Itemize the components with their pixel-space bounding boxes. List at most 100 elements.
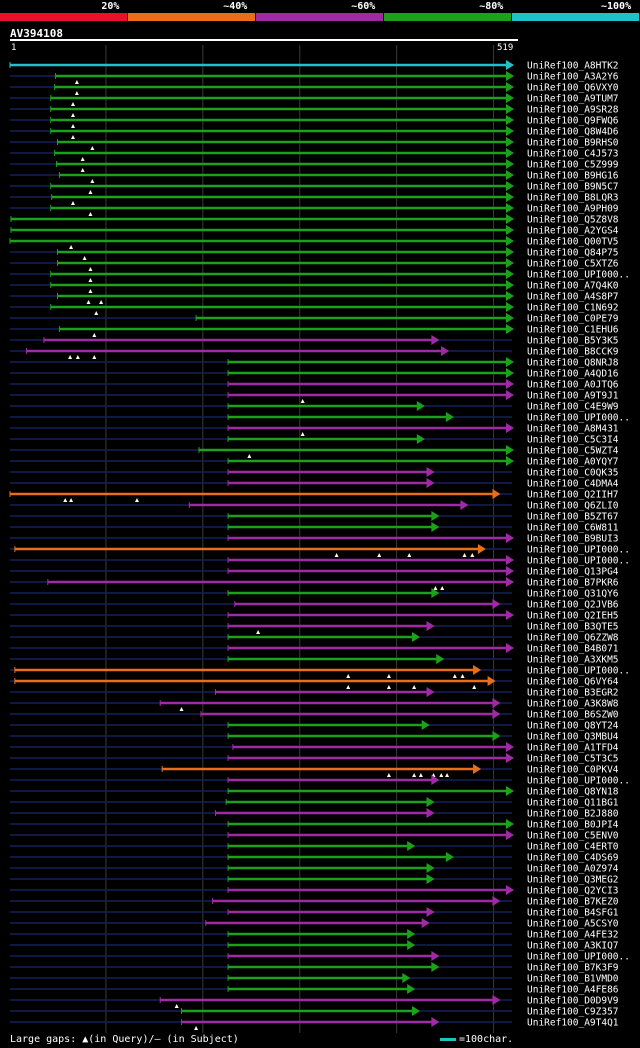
alignment-track[interactable]: UniRef100_A4S8P7 [10,291,619,304]
alignment-track[interactable]: UniRef100_Q3MBU4 [10,731,619,743]
track-label[interactable]: UniRef100_Q84P75 [527,248,619,259]
alignment-track[interactable]: UniRef100_Q8YT24 [10,720,619,732]
track-label[interactable]: UniRef100_B5Y3K5 [527,336,619,347]
alignment-track[interactable]: UniRef100_C4DMA4 [10,478,619,490]
track-label[interactable]: UniRef100_A4QD16 [527,369,619,380]
alignment-track[interactable]: UniRef100_UPI000.. [10,665,630,678]
track-label[interactable]: UniRef100_Q31QY6 [527,589,619,600]
track-label[interactable]: UniRef100_B3EGR2 [527,688,619,699]
track-label[interactable]: UniRef100_A9PH09 [527,204,619,215]
alignment-track[interactable]: UniRef100_UPI000.. [10,555,630,567]
alignment-track[interactable]: UniRef100_C4DS69 [10,852,619,864]
track-label[interactable]: UniRef100_A1TFD4 [527,743,619,754]
alignment-track[interactable]: UniRef100_A9T9J1 [10,390,619,403]
alignment-track[interactable]: UniRef100_B3QTE5 [10,621,619,634]
track-label[interactable]: UniRef100_C6W811 [527,523,619,534]
alignment-track[interactable]: UniRef100_C6W811 [10,522,619,534]
track-label[interactable]: UniRef100_B6SZW0 [527,710,619,721]
track-label[interactable]: UniRef100_C4DS69 [527,853,619,864]
alignment-track[interactable]: UniRef100_Q84P75 [10,247,619,260]
alignment-track[interactable]: UniRef100_B4B071 [10,643,619,655]
track-label[interactable]: UniRef100_C5XTZ6 [527,259,619,270]
alignment-track[interactable]: UniRef100_C0PKV4 [10,764,619,777]
alignment-track[interactable]: UniRef100_B6SZW0 [10,709,619,721]
alignment-track[interactable]: UniRef100_UPI000.. [10,951,630,963]
track-label[interactable]: UniRef100_B9N5C7 [527,182,619,193]
alignment-track[interactable]: UniRef100_Q3MEG2 [10,874,619,886]
track-label[interactable]: UniRef100_A4FE86 [527,985,619,996]
alignment-track[interactable]: UniRef100_D0D9V9 [10,995,619,1008]
alignment-track[interactable]: UniRef100_UPI000.. [10,544,630,557]
track-label[interactable]: UniRef100_A4FE32 [527,930,619,941]
track-label[interactable]: UniRef100_A3KIQ7 [527,941,619,952]
alignment-track[interactable]: UniRef100_C1N692 [10,302,619,315]
track-label[interactable]: UniRef100_A3XKM5 [527,655,619,666]
track-label[interactable]: UniRef100_A0YQY7 [527,457,619,468]
track-label[interactable]: UniRef100_C5Z999 [527,160,619,171]
alignment-track[interactable]: UniRef100_B9RHS0 [10,137,619,150]
track-label[interactable]: UniRef100_B5ZT67 [527,512,619,523]
alignment-track[interactable]: UniRef100_A5CSY0 [10,918,619,930]
alignment-track[interactable]: UniRef100_Q2YCI3 [10,885,619,897]
track-label[interactable]: UniRef100_Q2IEH5 [527,611,619,622]
alignment-track[interactable]: UniRef100_B1VMD0 [10,973,619,985]
alignment-track[interactable]: UniRef100_A3KIQ7 [10,940,619,952]
alignment-track[interactable]: UniRef100_B5ZT67 [10,511,619,523]
track-label[interactable]: UniRef100_Q8YN18 [527,787,619,798]
track-label[interactable]: UniRef100_D0D9V9 [527,996,619,1007]
track-label[interactable]: UniRef100_Q00TV5 [527,237,619,248]
alignment-track[interactable]: UniRef100_C0PE79 [10,313,619,325]
track-label[interactable]: UniRef100_B4B071 [527,644,619,655]
alignment-track[interactable]: UniRef100_B3EGR2 [10,687,619,699]
alignment-track[interactable]: UniRef100_C9Z357 [10,1006,619,1018]
alignment-track[interactable]: UniRef100_Q2IEH5 [10,610,619,622]
track-label[interactable]: UniRef100_Q6VXY0 [527,83,619,94]
track-label[interactable]: UniRef100_C4ERT0 [527,842,619,853]
track-label[interactable]: UniRef100_B8CCK9 [527,347,619,358]
track-label[interactable]: UniRef100_C5T3C5 [527,754,619,765]
alignment-track[interactable]: UniRef100_Q6VY64 [10,676,619,689]
alignment-track[interactable]: UniRef100_C4ERT0 [10,841,619,853]
alignment-track[interactable]: UniRef100_B9HG16 [10,170,619,183]
track-label[interactable]: UniRef100_B7K3F9 [527,963,619,974]
alignment-track[interactable]: UniRef100_Q2IIH7 [9,489,619,502]
alignment-track[interactable]: UniRef100_A3XKM5 [10,654,619,666]
track-label[interactable]: UniRef100_A9TUM7 [527,94,619,105]
alignment-track[interactable]: UniRef100_UPI000.. [10,269,630,282]
alignment-track[interactable]: UniRef100_A7Q4K0 [10,280,619,293]
alignment-track[interactable]: UniRef100_B9BUI3 [10,533,619,545]
alignment-track[interactable]: UniRef100_A0JTQ6 [10,379,619,391]
track-label[interactable]: UniRef100_A9T9J1 [527,391,619,402]
track-label[interactable]: UniRef100_B9RHS0 [527,138,619,149]
track-label[interactable]: UniRef100_UPI000.. [527,776,630,787]
track-label[interactable]: UniRef100_C1N692 [527,303,619,314]
track-label[interactable]: UniRef100_UPI000.. [527,666,630,677]
alignment-track[interactable]: UniRef100_C1EHU6 [10,324,619,337]
track-label[interactable]: UniRef100_Q11BG1 [527,798,619,809]
track-label[interactable]: UniRef100_B7PKR6 [527,578,619,589]
track-label[interactable]: UniRef100_Q2YCI3 [527,886,619,897]
alignment-track[interactable]: UniRef100_C0QK35 [10,467,619,479]
alignment-track[interactable]: UniRef100_A9T4Q1 [10,1017,619,1030]
alignment-track[interactable]: UniRef100_Q13PG4 [10,566,619,578]
alignment-track[interactable]: UniRef100_A0YQY7 [10,456,619,468]
alignment-track[interactable]: UniRef100_A2YGS4 [10,225,619,237]
track-label[interactable]: UniRef100_B1VMD0 [527,974,619,985]
track-label[interactable]: UniRef100_B7KEZ0 [527,897,619,908]
track-label[interactable]: UniRef100_C4DMA4 [527,479,619,490]
track-label[interactable]: UniRef100_B2J880 [527,809,619,820]
alignment-track[interactable]: UniRef100_B5Y3K5 [10,335,619,347]
track-label[interactable]: UniRef100_A4S8P7 [527,292,619,303]
alignment-track[interactable]: UniRef100_Q6ZZW8 [10,632,619,644]
track-label[interactable]: UniRef100_Q2IIH7 [527,490,619,501]
track-label[interactable]: UniRef100_Q9FWQ6 [527,116,619,127]
alignment-track[interactable]: UniRef100_B9N5C7 [10,181,619,194]
track-label[interactable]: UniRef100_C1EHU6 [527,325,619,336]
alignment-track[interactable]: UniRef100_B7KEZ0 [10,896,619,908]
track-label[interactable]: UniRef100_UPI000.. [527,545,630,556]
track-label[interactable]: UniRef100_C0QK35 [527,468,619,479]
alignment-track[interactable]: UniRef100_Q00TV5 [9,236,619,249]
alignment-track[interactable]: UniRef100_A9TUM7 [10,93,619,106]
track-label[interactable]: UniRef100_A5CSY0 [527,919,619,930]
track-label[interactable]: UniRef100_Q5Z8V8 [527,215,619,226]
